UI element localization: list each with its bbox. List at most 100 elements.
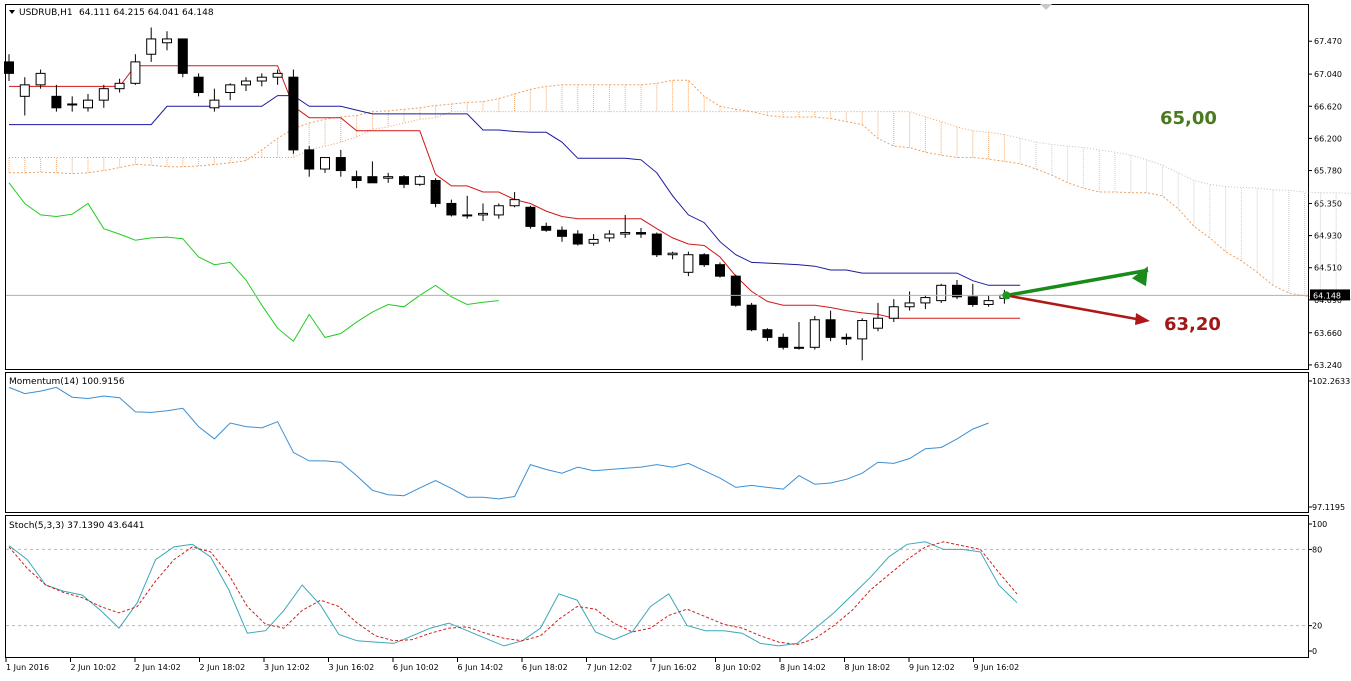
candle [572,230,583,246]
candle-body [478,212,488,216]
price-tick-label: 67.470 [1314,37,1342,46]
stochastic-tick-label: 80 [1312,545,1322,554]
momentum-label: Momentum(14) 100.9156 [9,377,125,387]
candle [67,96,78,112]
candle-body [936,284,947,302]
price-tick-label: 63.240 [1314,361,1342,370]
candle [98,84,109,108]
stochastic-lines [8,541,1018,647]
time-tick-label: 8 Jun 10:02 [716,663,762,672]
momentum-tick-label: 102.2633 [1312,377,1350,386]
senkou-span-b-future [1004,134,1351,194]
candle-body [193,76,204,93]
candle-body [604,233,615,239]
candle [746,302,757,332]
dropdown-triangle-icon[interactable] [9,10,15,14]
arrow-up-label: 65,00 [1160,108,1217,129]
candle-body [588,238,599,244]
candle-body [920,297,931,304]
candle-body [446,202,457,216]
candle-body [35,72,46,86]
forecast-arrows: 65,00 63,20 [1002,108,1221,335]
candle-body [873,317,883,329]
candle-body [414,176,425,185]
candle [209,88,220,112]
candle-body [667,252,678,256]
momentum-panel: Momentum(14) 100.9156 102.2633 97.1195 [5,372,1350,513]
candle [778,333,789,350]
candle [841,333,852,346]
candles [4,27,1010,361]
candle-body [83,99,93,109]
time-tick-label: 8 Jun 14:02 [780,663,826,672]
candle-body [825,319,836,338]
price-tick-label: 66.200 [1314,134,1342,143]
symbol-label: USDRUB,H1 [19,8,73,18]
senkou-span-b [9,111,1005,158]
candle [509,191,520,208]
candle-body [904,302,915,308]
candle [904,291,915,311]
candle-body [651,233,662,256]
time-tick-label: 3 Jun 16:02 [329,663,375,672]
candle-body [888,306,899,319]
candle [493,203,504,219]
candle-body [272,72,283,78]
candle [114,78,125,93]
time-tick-label: 8 Jun 18:02 [845,663,891,672]
candle [636,227,646,238]
chikou-line [8,182,499,342]
candle [193,73,204,97]
candle-body [241,80,251,86]
candle-body [699,254,710,266]
candle [557,226,567,242]
candle [430,178,441,208]
candle-body [636,232,646,235]
candle [83,94,93,112]
time-tick-label: 2 Jun 14:02 [135,663,181,672]
candle [225,83,236,101]
candle [541,222,552,232]
stochastic-panel-frame [5,515,1309,658]
arrow-up-shaft [1006,268,1149,298]
candle-body [794,346,804,349]
time-tick-label: 6 Jun 14:02 [458,663,504,672]
candle [809,315,820,350]
shift-marker-icon[interactable] [1040,4,1052,10]
candle [320,157,330,173]
candle-body [367,176,378,184]
candle [288,69,299,154]
candle [19,77,30,116]
candle [462,195,473,219]
candle [478,203,488,222]
candle [604,230,615,242]
time-tick-label: 3 Jun 12:02 [264,663,310,672]
candle-body [19,84,30,97]
momentum-axis: 102.2633 97.1195 [1308,377,1350,512]
candle [367,161,378,184]
candle [715,262,725,278]
time-tick-label: 1 Jun 2016 [6,663,49,672]
candle [35,69,46,89]
candle-body [51,95,62,109]
candle-body [335,157,346,172]
candle [177,38,188,78]
candle [683,251,694,277]
candle [888,299,899,323]
candle-body [256,76,267,82]
candle-body [288,76,299,151]
candle-body [525,206,536,227]
candle [383,172,394,183]
candle-body [983,300,994,305]
stochastic-panel: Stoch(5,3,3) 37.1390 43.6441 100 80 20 0 [5,515,1327,658]
candle-body [209,99,220,109]
candle [241,77,251,91]
candle [414,175,425,186]
arrow-origin-dot [1002,291,1011,300]
candle-body [541,225,552,231]
candle [920,295,931,310]
candle [667,251,678,260]
candle-body [746,304,757,331]
candle-body [778,336,789,348]
